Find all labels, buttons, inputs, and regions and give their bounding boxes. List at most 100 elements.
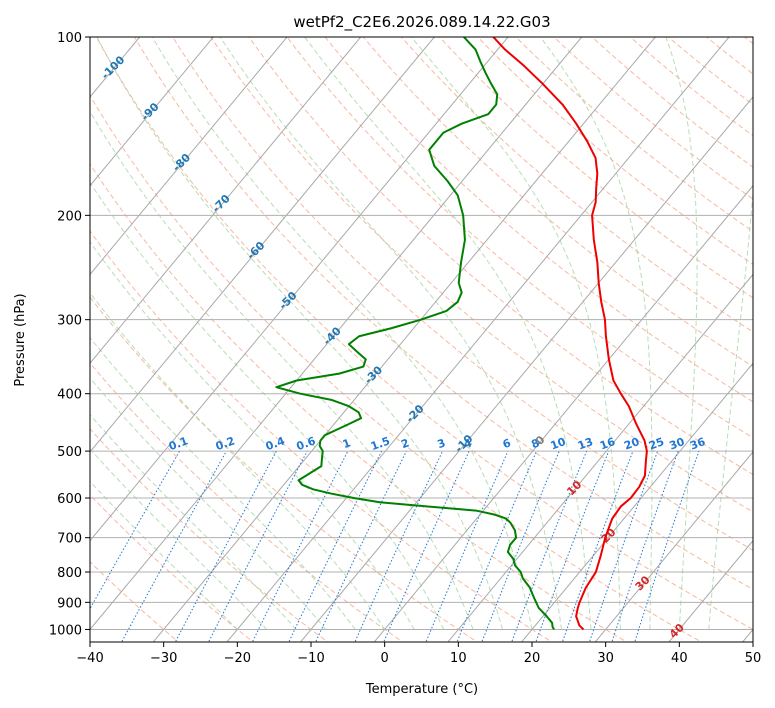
- moist-adiabat: [96, 37, 504, 630]
- dry-adiabat: [90, 296, 479, 642]
- moist-adiabat: [219, 37, 562, 630]
- dry-adiabat: [553, 37, 753, 200]
- moist-adiabat: [90, 181, 445, 630]
- mixing-ratio-line: [634, 450, 700, 642]
- y-tick-label: 900: [57, 596, 82, 611]
- dry-adiabat: [90, 494, 254, 642]
- moist-adiabat: [90, 241, 415, 630]
- x-tick-label: 10: [450, 651, 467, 666]
- x-tick-label: 20: [524, 651, 541, 666]
- mixing-ratio-line: [354, 450, 444, 642]
- mixing-ratio-line: [456, 450, 538, 642]
- chart-title: wetPf2_C2E6.2026.089.14.22.G03: [293, 13, 550, 32]
- isotherm: [299, 96, 753, 642]
- moist-adiabat: [90, 336, 356, 630]
- dewpoint-profile: [275, 37, 555, 630]
- moist-adiabat: [304, 37, 592, 630]
- moist-adiabat: [539, 37, 653, 630]
- mixing-ratio-line: [288, 450, 383, 642]
- dry-adiabat: [90, 163, 628, 642]
- dry-adiabat: [743, 37, 753, 45]
- y-tick-label: 100: [57, 31, 82, 46]
- dry-adiabat: [362, 37, 753, 368]
- moist-adiabat: [708, 186, 753, 630]
- background-lines: [90, 24, 775, 645]
- mixing-ratio-line: [561, 450, 634, 642]
- mixing-ratio-label: 0.4: [264, 434, 287, 453]
- y-tick-label: 800: [57, 566, 82, 581]
- dry-adiabat: [515, 37, 753, 233]
- dry-adiabat: [90, 94, 703, 642]
- isotherm: [447, 273, 753, 642]
- mixing-ratio-line: [535, 450, 610, 642]
- dry-adiabat: [324, 37, 753, 403]
- mixing-ratio-line: [251, 450, 349, 642]
- mixing-ratio-label: 6: [501, 436, 513, 451]
- mixing-ratio-label: 4: [462, 436, 474, 451]
- mixing-ratio-line: [90, 450, 180, 610]
- y-axis-label: Pressure (hPa): [13, 293, 28, 386]
- dry-adiabat: [766, 24, 775, 645]
- mixing-ratio-line: [315, 450, 407, 642]
- isotherm: [152, 37, 657, 642]
- mixing-ratio-label: 13: [576, 435, 595, 452]
- dry-adiabat: [90, 230, 553, 642]
- isotherm: [90, 37, 509, 542]
- isotherm: [373, 184, 753, 642]
- x-tick-label: −10: [297, 651, 324, 666]
- temperature-profile: [492, 37, 648, 631]
- dry-adiabat: [438, 37, 753, 299]
- dry-adiabat: [248, 37, 753, 476]
- mixing-ratio-line: [511, 450, 588, 642]
- dry-adiabat: [95, 37, 753, 631]
- dry-adiabat: [133, 37, 753, 590]
- plot-frame: [89, 36, 754, 643]
- mixing-ratio-line: [425, 450, 509, 642]
- mixing-ratio-line: [383, 450, 470, 642]
- isotherm: [226, 37, 730, 642]
- dry-adiabat: [210, 37, 753, 513]
- mixing-ratio-line: [207, 450, 308, 642]
- x-tick-label: 40: [671, 651, 688, 666]
- mixing-ratio-label: 36: [688, 435, 707, 453]
- dry-adiabat: [172, 37, 753, 551]
- x-tick-label: −30: [150, 651, 177, 666]
- isotherm: [90, 37, 436, 453]
- dry-adiabat: [90, 428, 329, 642]
- isotherm: [90, 37, 288, 276]
- isotherm: [90, 37, 362, 364]
- mixing-ratio-label: 1: [341, 436, 353, 451]
- mixing-ratio-label: 8: [530, 436, 542, 451]
- moist-adiabat: [90, 291, 386, 630]
- x-tick-label: −40: [76, 651, 103, 666]
- mixing-ratio-label: 10: [549, 435, 568, 453]
- isotherm: [668, 539, 753, 642]
- mixing-ratio-label: 2: [399, 436, 411, 451]
- moist-adiabat: [90, 110, 474, 630]
- y-tick-label: 600: [57, 492, 82, 507]
- mixing-ratio-label: 1.5: [369, 434, 392, 453]
- mixing-ratio-label: 16: [598, 435, 617, 453]
- dry-adiabat: [629, 37, 753, 137]
- isotherm: [594, 451, 753, 642]
- x-axis-label: Temperature (°C): [365, 682, 478, 697]
- mixing-ratio-label: 0.2: [214, 434, 237, 453]
- mixing-ratio-line: [588, 450, 659, 642]
- y-tick-label: 1000: [49, 623, 82, 638]
- isotherm: [90, 37, 215, 187]
- dry-adiabat: [286, 37, 753, 439]
- moist-adiabat: [90, 480, 238, 630]
- moist-adiabat: [90, 377, 327, 630]
- x-tick-label: 0: [381, 651, 389, 666]
- mixing-ratio-line: [174, 450, 277, 642]
- moist-adiabat: [151, 37, 533, 630]
- isotherm: [90, 37, 583, 631]
- dry-adiabat: [90, 362, 404, 642]
- dry-adiabat: [400, 37, 753, 333]
- moist-adiabat: [665, 37, 698, 630]
- y-tick-label: 400: [57, 388, 82, 403]
- axes: −40 −30 −20 −10 0 10 20 30 40 5010020030040050060…: [49, 31, 761, 666]
- moist-adiabat: [410, 37, 621, 630]
- y-tick-label: 700: [57, 532, 82, 547]
- moist-adiabat: [90, 448, 268, 630]
